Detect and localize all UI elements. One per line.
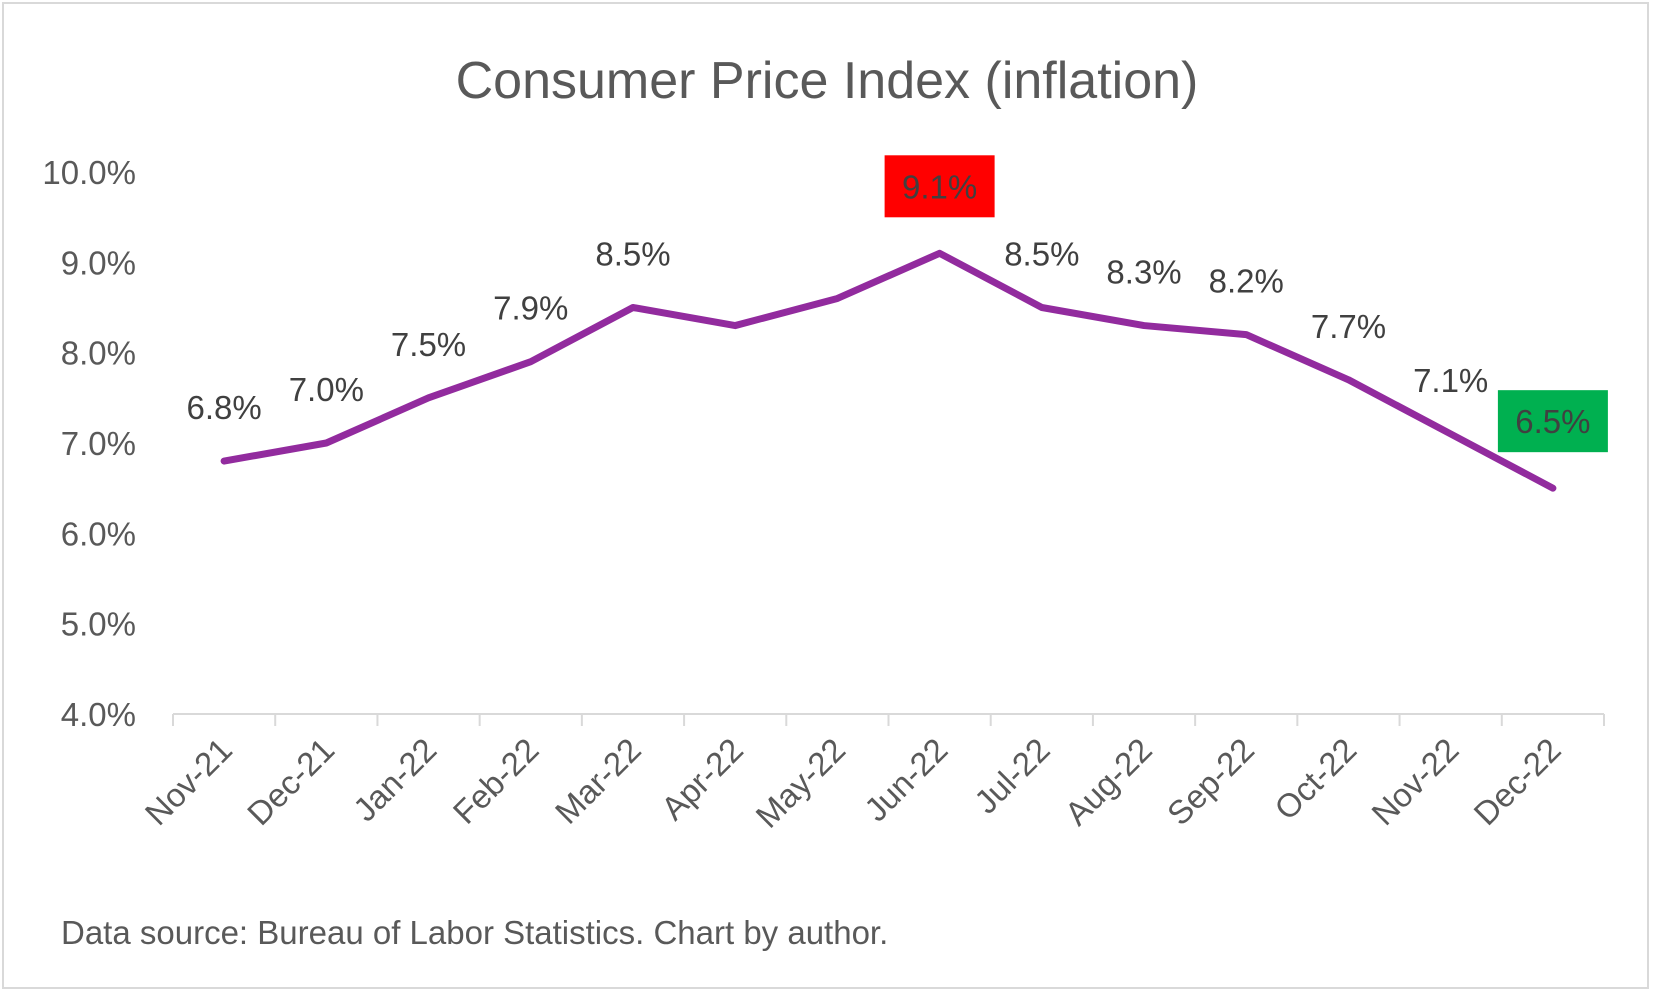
line-chart: Consumer Price Index (inflation) 4.0% 5.0… xyxy=(42,52,1608,951)
x-tick-label: Jun-22 xyxy=(857,731,955,829)
y-axis-tick-labels: 4.0% 5.0% 6.0% 7.0% 8.0% 9.0% 10.0% xyxy=(42,154,136,733)
x-tick-label: Mar-22 xyxy=(548,731,648,831)
x-tick-label: Jan-22 xyxy=(346,731,444,829)
y-tick-label: 9.0% xyxy=(61,244,136,281)
data-label: 7.7% xyxy=(1311,308,1386,345)
source-note: Data source: Bureau of Labor Statistics.… xyxy=(61,914,888,951)
data-label: 7.9% xyxy=(493,290,568,327)
y-tick-label: 8.0% xyxy=(61,335,136,372)
x-axis-tick-marks xyxy=(172,714,1605,726)
x-tick-label: Aug-22 xyxy=(1058,731,1159,832)
y-tick-label: 5.0% xyxy=(61,606,136,643)
x-tick-label: Nov-21 xyxy=(138,731,239,832)
data-label: 8.5% xyxy=(1004,236,1079,273)
y-tick-label: 6.0% xyxy=(61,515,136,552)
chart-title: Consumer Price Index (inflation) xyxy=(456,52,1199,110)
data-label: 7.0% xyxy=(289,371,364,408)
x-tick-label: Apr-22 xyxy=(654,731,750,827)
x-tick-label: Dec-22 xyxy=(1466,731,1567,832)
data-label: 6.8% xyxy=(186,389,261,426)
data-label: 8.3% xyxy=(1106,254,1181,291)
data-label-highlight-box xyxy=(1497,390,1608,453)
cpi-series-line xyxy=(220,249,1557,492)
data-label: 8.5% xyxy=(595,236,670,273)
x-tick-label: May-22 xyxy=(748,731,852,835)
y-tick-label: 10.0% xyxy=(42,154,136,191)
data-labels: 6.8% 7.0% 7.5% 7.9% 8.5% 9.1% 8.5% 8.3% 8.2% 7.7%… xyxy=(186,155,1608,453)
x-tick-label: Nov-22 xyxy=(1364,731,1465,832)
x-tick-label: Jul-22 xyxy=(967,731,1057,821)
data-label: 8.2% xyxy=(1209,263,1284,300)
x-tick-label: Sep-22 xyxy=(1160,731,1261,832)
data-label: 6.5% xyxy=(1515,403,1590,440)
y-tick-label: 7.0% xyxy=(61,425,136,462)
x-tick-label: Oct-22 xyxy=(1267,731,1363,827)
y-tick-label: 4.0% xyxy=(61,696,136,733)
data-label-highlight-box xyxy=(884,155,995,218)
data-label: 7.1% xyxy=(1413,362,1488,399)
data-label: 9.1% xyxy=(902,168,977,205)
x-tick-label: Feb-22 xyxy=(446,731,546,831)
x-tick-label: Dec-21 xyxy=(240,731,341,832)
x-axis-tick-labels: Nov-21 Dec-21 Jan-22 Feb-22 Mar-22 Apr-22May-… xyxy=(138,731,1568,835)
data-label: 7.5% xyxy=(391,326,466,363)
